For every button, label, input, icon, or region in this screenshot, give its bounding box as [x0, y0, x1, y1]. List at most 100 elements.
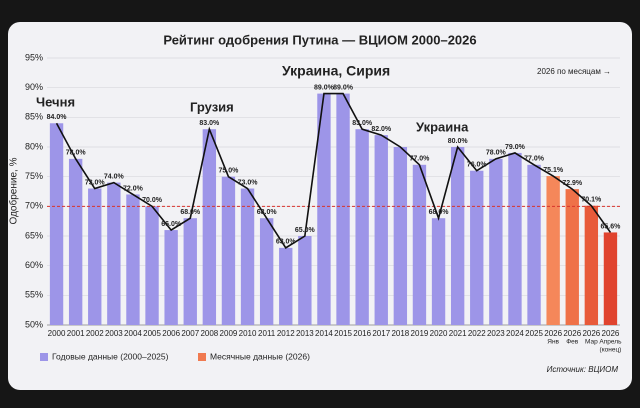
y-tick-label: 95% — [25, 52, 43, 62]
bar — [450, 147, 465, 325]
bar — [279, 247, 293, 325]
data-label: 83.0% — [352, 120, 373, 127]
data-label: 74.0% — [104, 173, 125, 180]
bar — [336, 93, 350, 325]
data-label: 70.1% — [581, 197, 602, 204]
bar — [412, 164, 427, 325]
x-tick-label: 2008 — [200, 329, 218, 338]
x-tick-label: 2007 — [181, 329, 199, 338]
y-tick-label: 55% — [25, 290, 43, 300]
data-label: 68.0% — [257, 209, 278, 216]
bar — [88, 188, 102, 325]
y-tick-label: 50% — [25, 319, 43, 329]
source: Источник: ВЦИОМ — [547, 365, 619, 374]
data-label: 77.0% — [410, 156, 431, 163]
data-label: 78.0% — [66, 150, 87, 157]
bar — [355, 129, 369, 325]
chart-title: Рейтинг одобрения Путина — ВЦИОМ 2000–20… — [163, 32, 476, 47]
x-tick-label: 2022 — [468, 329, 486, 338]
data-label: 65.0% — [295, 227, 316, 234]
x-tick-label: 2026 — [602, 329, 620, 338]
x-tick-label: 2005 — [143, 329, 161, 338]
annotation: Грузия — [190, 99, 234, 114]
y-tick-label: 75% — [25, 171, 43, 181]
y-tick-label: 80% — [25, 141, 43, 151]
x-tick-label: 2020 — [430, 329, 448, 338]
bar — [565, 189, 579, 325]
x-tick-label: 2026 — [582, 329, 600, 338]
bar — [374, 135, 388, 325]
x-tick-label: 2026 — [563, 329, 581, 338]
annotation: Украина, Сирия — [282, 63, 390, 79]
x-tick-label: 2019 — [411, 329, 429, 338]
x-tick-label: 2001 — [67, 329, 85, 338]
bar — [240, 188, 255, 325]
data-label: 72.0% — [123, 185, 144, 192]
y-tick-label: 85% — [25, 112, 43, 122]
annotation: Украина — [416, 119, 469, 134]
x-tick-label: 2024 — [506, 329, 524, 338]
bar — [298, 236, 312, 325]
bar — [317, 93, 331, 325]
bar — [546, 176, 560, 325]
data-label: 70.0% — [142, 197, 163, 204]
legend-label: Месячные данные (2026) — [210, 351, 310, 361]
bar — [221, 176, 236, 325]
y-axis-label: Одобрение, % — [8, 157, 20, 224]
data-label: 75.0% — [219, 168, 240, 175]
x-tick-label: 2026 — [544, 329, 562, 338]
data-label: 73.0% — [85, 179, 106, 186]
y-tick-label: 60% — [25, 260, 43, 270]
data-label: 79.0% — [505, 144, 526, 151]
bar — [393, 147, 408, 325]
x-tick-label: Фев — [566, 339, 579, 346]
data-label: 89.0% — [333, 84, 354, 91]
bar — [49, 123, 64, 326]
x-tick-label: 2021 — [449, 329, 467, 338]
data-label: 73.0% — [238, 179, 259, 186]
annotation: 2026 по месяцам → — [537, 67, 611, 76]
trend-line — [55, 92, 612, 249]
x-tick-label: Апрель — [599, 339, 622, 346]
data-label: 66.0% — [161, 221, 182, 228]
x-tick-label: Мар — [585, 339, 598, 346]
x-tick-label: 2014 — [315, 329, 333, 338]
data-label: 80.0% — [448, 138, 469, 145]
bar — [183, 218, 197, 325]
data-label: 76.0% — [467, 162, 488, 169]
y-tick-label: 70% — [25, 201, 43, 211]
x-tick-label: 2002 — [86, 329, 104, 338]
legend-swatch — [40, 353, 48, 361]
data-label: 72.9% — [562, 180, 583, 187]
x-tick-label: 2016 — [353, 329, 371, 338]
data-label: 63.0% — [276, 239, 297, 246]
bar — [145, 206, 159, 325]
bar — [527, 164, 541, 325]
legend-label: Годовые данные (2000–2025) — [52, 351, 169, 361]
x-tick-label: 2004 — [124, 329, 142, 338]
y-tick-label: 90% — [25, 82, 43, 92]
bar — [431, 218, 446, 325]
x-tick-label: 2013 — [296, 329, 314, 338]
bar — [126, 194, 140, 325]
bar — [489, 158, 503, 325]
x-tick-label: 2012 — [277, 329, 295, 338]
x-tick-label: 2023 — [487, 329, 505, 338]
bar — [470, 170, 484, 325]
bar — [164, 230, 178, 325]
bar — [508, 152, 522, 325]
x-tick-label: 2009 — [220, 329, 238, 338]
annotation: Чечня — [36, 94, 75, 109]
x-tick-label: 2011 — [258, 329, 276, 338]
y-tick-label: 65% — [25, 230, 43, 240]
data-label: 68.0% — [180, 209, 201, 216]
bar — [68, 158, 83, 325]
x-tick-label: (конец) — [600, 347, 622, 354]
data-label: 83.0% — [199, 120, 220, 127]
data-label: 75.1% — [543, 167, 564, 174]
data-label: 77.0% — [524, 156, 545, 163]
data-label: 78.0% — [486, 150, 507, 157]
x-tick-label: 2015 — [334, 329, 352, 338]
legend-swatch — [198, 353, 206, 361]
